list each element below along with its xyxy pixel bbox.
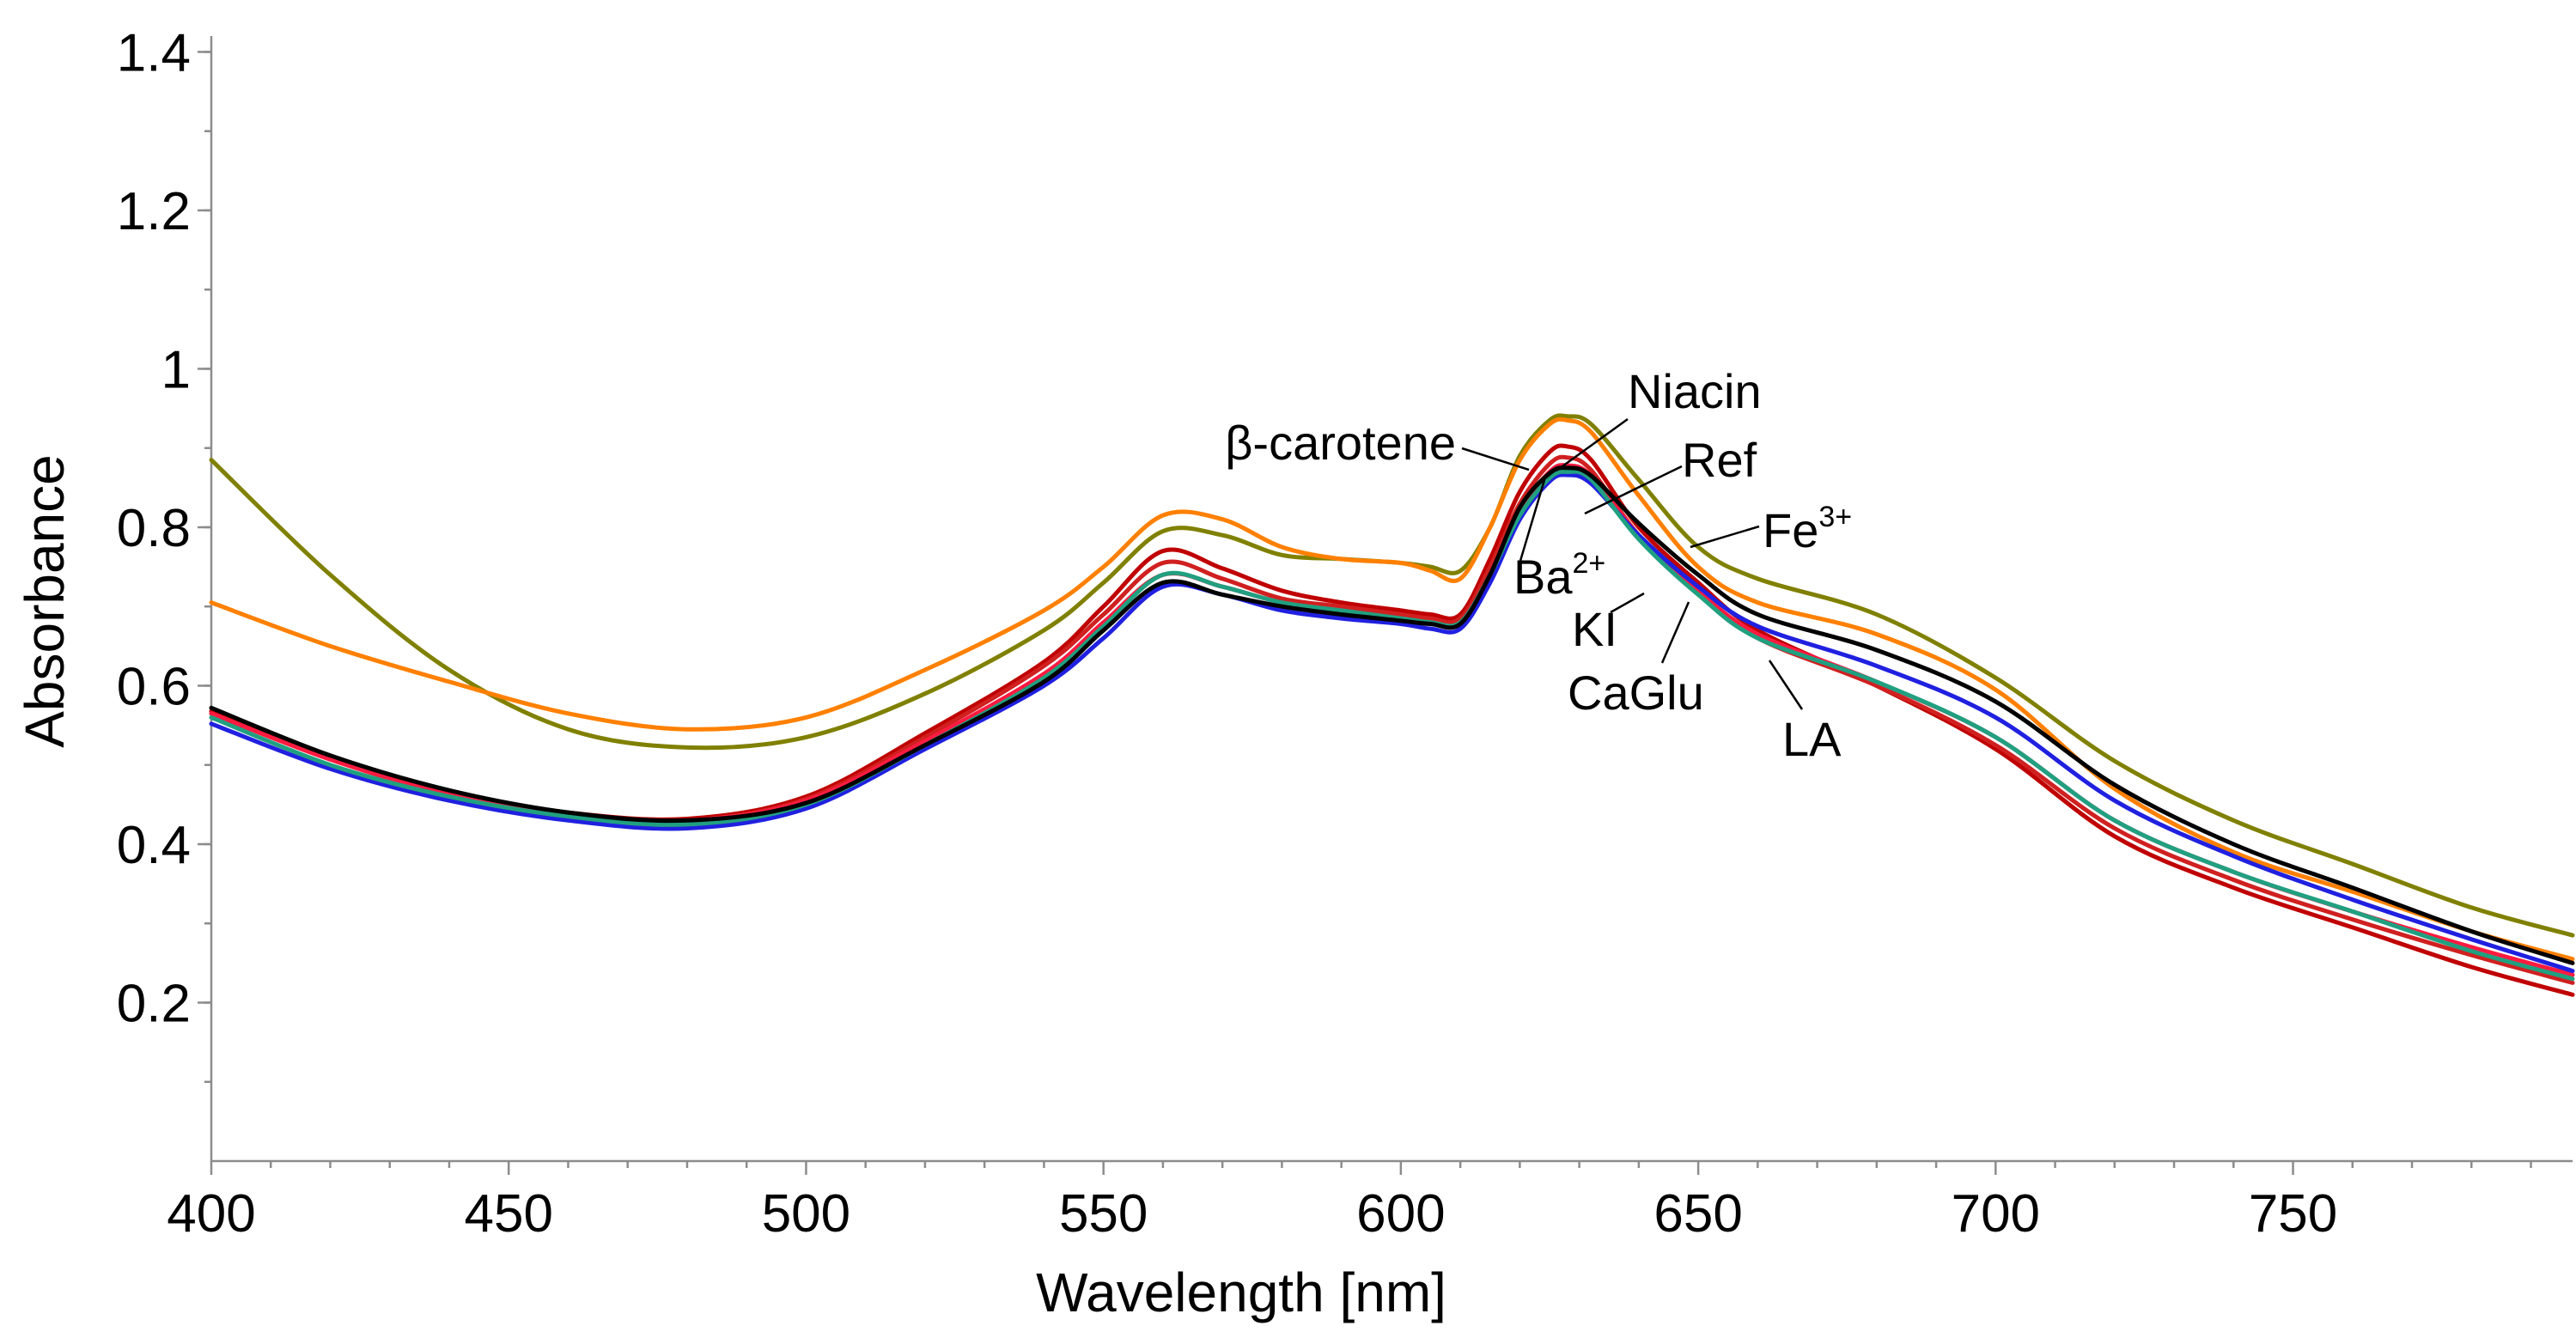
annotation-fe3: Fe3+ <box>1763 501 1852 557</box>
y-tick-label: 1 <box>161 340 191 399</box>
x-tick-label: 400 <box>167 1184 255 1244</box>
annotation-ref: Ref <box>1682 433 1757 487</box>
y-tick-label: 0.8 <box>117 499 191 558</box>
leader-line-niacin <box>1556 417 1629 472</box>
x-tick-label: 550 <box>1059 1184 1148 1244</box>
series-line-ba2 <box>209 463 2575 977</box>
leader-line-fe3 <box>1690 525 1760 549</box>
series-line-la <box>209 454 2575 985</box>
y-axis-title: Absorbance <box>14 454 76 748</box>
axes <box>198 36 2573 1175</box>
x-tick-label: 500 <box>762 1184 850 1244</box>
x-tick-labels: 400 450 500 550 600 650 700 750 <box>167 1184 2337 1244</box>
major-ticks <box>198 51 2294 1175</box>
x-tick-label: 650 <box>1653 1184 1742 1244</box>
series-line-ki <box>209 472 2575 974</box>
x-tick-label: 450 <box>464 1184 552 1244</box>
y-tick-label: 1.2 <box>117 182 191 241</box>
y-tick-labels: 0.2 0.4 0.6 0.8 1 1.2 1.4 <box>117 23 191 1033</box>
leader-line-caglu <box>1660 601 1690 664</box>
series-line-fe3 <box>209 413 2575 938</box>
annotation-niacin: Niacin <box>1628 364 1762 418</box>
series-lines <box>209 413 2575 997</box>
series-line-ref <box>209 465 2575 965</box>
series-line-caglu <box>209 469 2575 982</box>
annotation-ki: KI <box>1572 602 1617 656</box>
leader-line-ref <box>1584 465 1683 515</box>
y-tick-label: 0.6 <box>117 657 191 716</box>
x-tick-label: 600 <box>1356 1184 1445 1244</box>
x-tick-label: 750 <box>2249 1184 2337 1244</box>
leader-line-ba2 <box>1519 479 1546 562</box>
leader-line-la <box>1768 660 1804 710</box>
annotation-leaders <box>1461 417 1804 710</box>
leader-line-ki <box>1610 592 1645 614</box>
annotation-carotene: β-carotene <box>1225 416 1456 470</box>
leader-line-carotene <box>1461 447 1530 471</box>
x-axis-title: Wavelength [nm] <box>1036 1262 1446 1323</box>
y-tick-label: 1.4 <box>117 23 191 82</box>
y-tick-label: 0.2 <box>117 974 191 1033</box>
annotation-la: LA <box>1782 712 1842 766</box>
series-line-carotene <box>209 417 2575 962</box>
y-tick-label: 0.4 <box>117 816 191 875</box>
x-tick-label: 700 <box>1952 1184 2040 1244</box>
series-line-niacin <box>209 443 2575 997</box>
annotation-caglu: CaGlu <box>1568 666 1704 720</box>
annotation-ba2: Ba2+ <box>1513 547 1605 604</box>
